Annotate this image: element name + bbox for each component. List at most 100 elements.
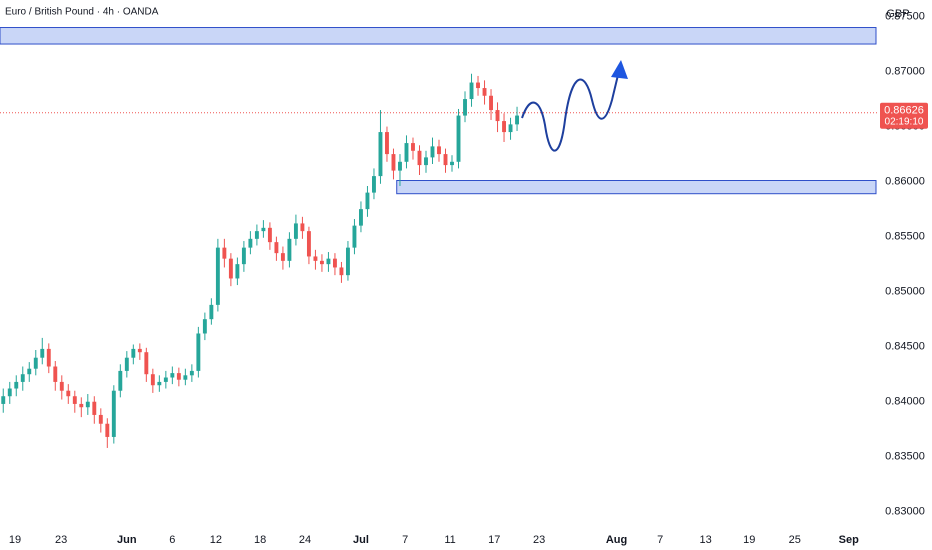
candle-body — [293, 223, 298, 239]
candle-body — [209, 304, 214, 320]
candle-body — [352, 225, 357, 248]
candle-body — [124, 357, 129, 371]
zone — [396, 180, 877, 195]
candle-body — [274, 242, 279, 254]
candle-body — [7, 388, 12, 397]
candle-body — [417, 150, 422, 166]
candle-body — [261, 227, 266, 232]
x-tick-label: 7 — [402, 534, 408, 546]
x-tick-label: 11 — [444, 534, 455, 546]
candle-body — [189, 370, 194, 376]
candle-body — [202, 319, 207, 334]
candle-body — [27, 368, 32, 375]
x-tick-label: 18 — [254, 534, 266, 546]
candle-body — [14, 381, 19, 389]
candle-body — [176, 373, 181, 380]
candle-body — [33, 357, 38, 369]
candle-body — [456, 115, 461, 162]
candle-body — [437, 146, 441, 155]
candle-body — [372, 176, 376, 193]
x-tick-label: 19 — [9, 534, 21, 546]
candle-body — [118, 370, 123, 391]
candle-body — [391, 154, 396, 171]
candle-body — [300, 223, 305, 232]
projection-arrow — [611, 60, 628, 79]
candle-body — [365, 192, 370, 210]
candle-body — [430, 146, 435, 158]
candle-body — [450, 161, 454, 166]
candle-body — [411, 143, 415, 151]
candle-body — [319, 260, 324, 265]
candle-body — [489, 95, 493, 111]
x-tick-label: 23 — [55, 534, 67, 546]
candle-body — [502, 121, 506, 133]
x-tick-label: 24 — [299, 534, 311, 546]
candle-body — [105, 423, 110, 437]
candle-body — [79, 403, 84, 408]
candle-body — [463, 99, 467, 116]
zone — [0, 27, 877, 45]
candle-body — [385, 132, 389, 155]
candle-body — [267, 227, 272, 243]
candle-body — [150, 374, 155, 386]
candle-body — [482, 88, 487, 96]
candle-body — [170, 373, 175, 378]
candle-body — [59, 381, 64, 391]
candle-body — [469, 82, 474, 100]
candle-body — [404, 143, 409, 162]
candle-body — [424, 157, 428, 166]
candle-body — [228, 258, 233, 279]
chart-title: Euro / British Pound · 4h · OANDA — [5, 7, 159, 18]
candle-body — [306, 231, 311, 257]
x-tick-label: 6 — [169, 534, 175, 546]
candle-body — [332, 258, 337, 268]
candle-body — [131, 348, 136, 358]
candle-body — [46, 348, 51, 367]
candle-body — [85, 401, 90, 408]
x-tick-label: Aug — [606, 534, 627, 546]
candle-body — [345, 247, 350, 276]
candle-body — [359, 209, 363, 226]
candle-body — [222, 247, 227, 259]
x-tick-label: Jun — [117, 534, 137, 546]
candle-body — [215, 247, 220, 305]
candle-body — [378, 132, 383, 177]
candle-body — [280, 253, 285, 261]
candle-body — [72, 396, 77, 404]
x-tick-label: Jul — [353, 534, 369, 546]
x-tick-label: 12 — [210, 534, 222, 546]
y-tick-label: 0.87500 — [885, 10, 925, 22]
candle-body — [163, 377, 168, 382]
projection-path — [521, 74, 619, 152]
candle-body — [157, 381, 162, 386]
candle-body — [137, 348, 142, 353]
candle-body — [144, 352, 149, 375]
candle-body — [92, 401, 97, 415]
x-tick-label: 25 — [789, 534, 801, 546]
candle-body — [508, 124, 513, 133]
candle-body — [241, 247, 246, 265]
candle-body — [248, 238, 253, 248]
y-tick-label: 0.85500 — [885, 231, 925, 243]
candle-body — [476, 82, 480, 89]
candle-body — [398, 161, 402, 171]
candle-body — [40, 348, 45, 358]
candle-body — [326, 258, 331, 265]
candle-body — [495, 110, 500, 122]
y-tick-label: 0.87000 — [885, 65, 925, 77]
candle-body — [339, 267, 344, 276]
candle-body — [443, 154, 448, 166]
x-tick-label: 17 — [488, 534, 500, 546]
y-tick-label: 0.84500 — [885, 341, 925, 353]
y-tick-label: 0.84000 — [885, 396, 925, 408]
x-tick-label: 13 — [700, 534, 712, 546]
candle-body — [20, 374, 25, 382]
candle-body — [254, 231, 259, 239]
candle-body — [183, 375, 188, 380]
candle-body — [196, 333, 201, 371]
x-tick-label: 19 — [743, 534, 755, 546]
candle-body — [53, 366, 58, 382]
candle-body — [235, 264, 240, 279]
